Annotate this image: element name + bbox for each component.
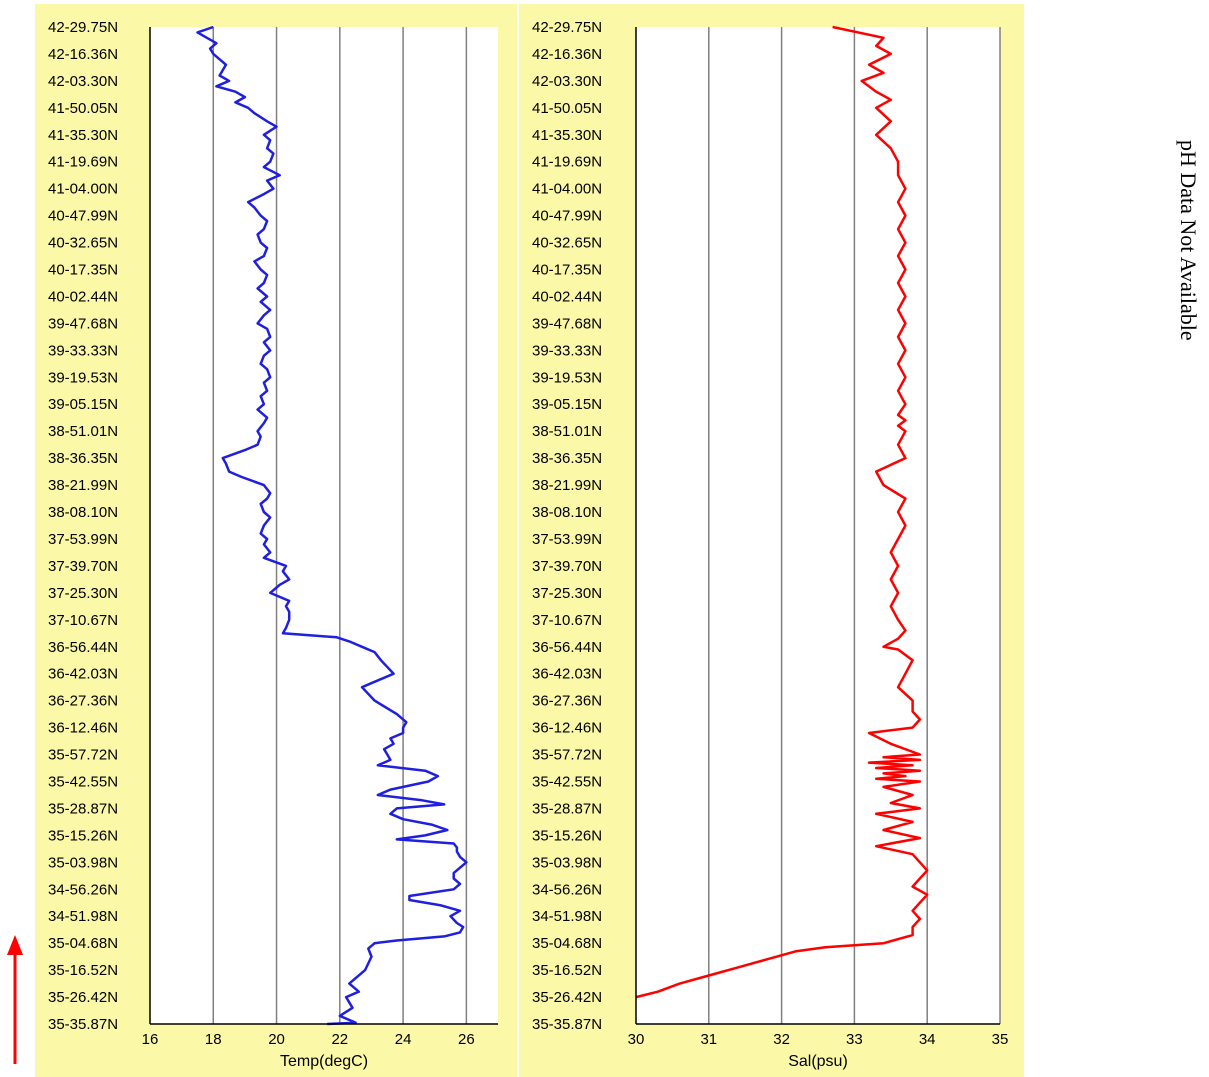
temp-y-tick-label: 35-16.52N	[48, 962, 118, 979]
temp-y-tick-label: 40-32.65N	[48, 235, 118, 252]
sal-y-tick-label: 38-21.99N	[532, 477, 602, 494]
sal-y-tick-label: 40-47.99N	[532, 208, 602, 225]
sal-y-tick-label: 36-27.36N	[532, 693, 602, 710]
sal-y-tick-label: 38-36.35N	[532, 450, 602, 467]
temp-y-tick-label: 41-04.00N	[48, 181, 118, 198]
temp-y-tick-label: 35-42.55N	[48, 773, 118, 790]
temp-y-tick-label: 41-50.05N	[48, 100, 118, 117]
sal-x-tick-label: 35	[992, 1031, 1009, 1048]
temp-x-tick-label: 24	[395, 1031, 412, 1048]
sal-y-tick-label: 35-04.68N	[532, 935, 602, 952]
temp-y-tick-label: 35-57.72N	[48, 747, 118, 764]
temp-x-axis-title: Temp(degC)	[280, 1053, 368, 1070]
sal-y-tick-label: 38-08.10N	[532, 504, 602, 521]
sal-y-tick-label: 34-51.98N	[532, 908, 602, 925]
temp-y-tick-label: 35-35.87N	[48, 1016, 118, 1033]
sal-y-tick-label: 37-53.99N	[532, 531, 602, 548]
temp-x-tick-label: 18	[205, 1031, 222, 1048]
temp-y-tick-label: 35-04.68N	[48, 935, 118, 952]
sal-y-tick-label: 38-51.01N	[532, 423, 602, 440]
sal-y-tick-label: 40-17.35N	[532, 262, 602, 279]
temp-x-tick-label: 22	[331, 1031, 348, 1048]
temp-y-tick-label: 38-21.99N	[48, 477, 118, 494]
sal-x-tick-label: 30	[628, 1031, 645, 1048]
temp-y-tick-label: 40-47.99N	[48, 208, 118, 225]
temp-x-tick-label: 20	[268, 1031, 285, 1048]
sal-plot-area	[636, 27, 1000, 1024]
sal-y-tick-label: 35-26.42N	[532, 989, 602, 1006]
temp-y-tick-label: 40-02.44N	[48, 288, 118, 305]
sal-series-line	[635, 25, 929, 999]
temp-y-tick-label: 38-36.35N	[48, 450, 118, 467]
temp-y-tick-label: 41-19.69N	[48, 154, 118, 171]
temp-y-tick-label: 42-16.36N	[48, 46, 118, 63]
sal-x-tick-label: 31	[700, 1031, 717, 1048]
sal-y-tick-label: 40-32.65N	[532, 235, 602, 252]
sal-y-tick-label: 42-03.30N	[532, 73, 602, 90]
temp-y-tick-label: 41-35.30N	[48, 127, 118, 144]
temp-y-tick-label: 40-17.35N	[48, 262, 118, 279]
temp-y-tick-label: 35-15.26N	[48, 827, 118, 844]
salinity-chart: 30 31 32 33 34 35 35-35.87N 35-26.42N 35-16.52N 3…	[532, 19, 1008, 1070]
temp-y-tick-label: 36-56.44N	[48, 639, 118, 656]
sal-y-tick-label: 37-25.30N	[532, 585, 602, 602]
sal-y-tick-label: 36-56.44N	[532, 639, 602, 656]
temp-y-tick-label: 38-08.10N	[48, 504, 118, 521]
temp-y-tick-label: 36-42.03N	[48, 666, 118, 683]
temp-y-tick-label: 34-51.98N	[48, 908, 118, 925]
temp-y-tick-label: 38-51.01N	[48, 423, 118, 440]
sal-y-tick-label: 35-15.26N	[532, 827, 602, 844]
sal-y-tick-label: 35-42.55N	[532, 773, 602, 790]
temp-y-tick-label: 42-29.75N	[48, 19, 118, 36]
sal-y-tick-label: 42-29.75N	[532, 19, 602, 36]
sal-x-tick-label: 33	[846, 1031, 863, 1048]
up-arrow-icon	[7, 935, 23, 1064]
temp-y-tick-label: 39-19.53N	[48, 369, 118, 386]
sal-x-tick-label: 32	[773, 1031, 790, 1048]
temp-y-tick-label: 39-05.15N	[48, 396, 118, 413]
sal-y-tick-label: 40-02.44N	[532, 288, 602, 305]
temp-y-tick-label: 37-39.70N	[48, 558, 118, 575]
ph-not-available-note: pH Data Not Available	[1176, 140, 1201, 341]
sal-y-tick-label: 36-42.03N	[532, 666, 602, 683]
sal-y-tick-label: 42-16.36N	[532, 46, 602, 63]
temp-y-tick-label: 42-03.30N	[48, 73, 118, 90]
sal-y-tick-label: 37-10.67N	[532, 612, 602, 629]
temp-y-tick-label: 36-27.36N	[48, 693, 118, 710]
temp-y-tick-label: 37-10.67N	[48, 612, 118, 629]
temp-x-tick-label: 26	[458, 1031, 475, 1048]
temp-y-tick-label: 37-25.30N	[48, 585, 118, 602]
sal-y-tick-label: 35-16.52N	[532, 962, 602, 979]
temp-y-tick-label: 37-53.99N	[48, 531, 118, 548]
temp-chart: 16 18 20 22 24 26 35-35.87N 35-26.42N 35-16.52N 3…	[48, 19, 498, 1070]
temp-x-tick-label: 16	[142, 1031, 159, 1048]
sal-x-tick-label: 34	[919, 1031, 936, 1048]
temp-y-tick-label: 35-26.42N	[48, 989, 118, 1006]
sal-y-tick-label: 34-56.26N	[532, 881, 602, 898]
temp-y-tick-label: 35-28.87N	[48, 800, 118, 817]
sal-y-tick-label: 41-04.00N	[532, 181, 602, 198]
sal-y-tick-label: 39-33.33N	[532, 342, 602, 359]
sal-y-tick-label: 41-35.30N	[532, 127, 602, 144]
sal-y-tick-label: 41-50.05N	[532, 100, 602, 117]
sal-y-tick-label: 39-05.15N	[532, 396, 602, 413]
sal-y-tick-label: 35-35.87N	[532, 1016, 602, 1033]
temp-y-tick-label: 39-47.68N	[48, 315, 118, 332]
sal-y-tick-label: 39-47.68N	[532, 315, 602, 332]
temp-y-tick-label: 36-12.46N	[48, 720, 118, 737]
temp-series-line	[196, 25, 468, 1026]
sal-y-tick-label: 35-28.87N	[532, 800, 602, 817]
sal-y-tick-label: 41-19.69N	[532, 154, 602, 171]
sal-y-tick-label: 35-03.98N	[532, 854, 602, 871]
sal-x-axis-title: Sal(psu)	[788, 1053, 848, 1070]
temp-y-tick-label: 35-03.98N	[48, 854, 118, 871]
temp-y-tick-label: 39-33.33N	[48, 342, 118, 359]
sal-y-tick-label: 35-57.72N	[532, 747, 602, 764]
temp-y-tick-label: 34-56.26N	[48, 881, 118, 898]
sal-y-tick-label: 39-19.53N	[532, 369, 602, 386]
temp-plot-area	[150, 27, 498, 1024]
sal-y-tick-label: 37-39.70N	[532, 558, 602, 575]
sal-y-tick-label: 36-12.46N	[532, 720, 602, 737]
